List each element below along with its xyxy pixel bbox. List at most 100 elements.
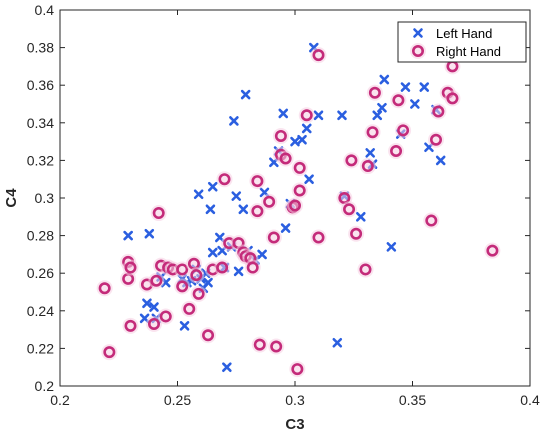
data-point-left-hand: [179, 321, 190, 331]
data-point-right-hand: [190, 285, 207, 302]
legend-label: Left Hand: [436, 26, 492, 41]
circle-marker-ring: [279, 152, 292, 165]
circle-marker-ring: [368, 86, 381, 99]
data-point-left-hand: [149, 302, 159, 312]
data-point-left-hand: [231, 191, 242, 201]
data-point-right-hand: [272, 127, 289, 144]
circle-marker-ring: [291, 363, 304, 376]
x-tick-label: 0.25: [164, 392, 191, 408]
data-point-right-hand: [423, 212, 440, 229]
data-point-left-hand: [301, 123, 312, 134]
y-tick-label: 0.4: [35, 2, 55, 18]
x-marker-stroke: [160, 277, 171, 288]
x-tick-label: 0.35: [399, 392, 426, 408]
circle-marker-ring: [361, 160, 374, 173]
x-marker-stroke: [222, 362, 232, 373]
x-marker-stroke: [377, 102, 387, 113]
x-marker-stroke: [355, 212, 366, 222]
data-point-left-hand: [238, 204, 249, 215]
x-marker-stroke: [229, 116, 239, 126]
data-point-right-hand: [251, 336, 268, 353]
data-point-right-hand: [343, 152, 360, 169]
data-point-right-hand: [146, 315, 162, 332]
circle-marker-ring: [124, 261, 137, 274]
data-point-right-hand: [122, 317, 139, 334]
x-marker-stroke: [240, 89, 251, 100]
x-marker-stroke: [142, 298, 152, 309]
circle-marker-ring: [397, 124, 410, 137]
x-marker-stroke: [308, 42, 319, 53]
circle-marker-ring: [152, 207, 165, 220]
x-marker-stroke: [215, 232, 225, 243]
y-tick-label: 0.24: [27, 303, 54, 319]
data-point-right-hand: [444, 90, 461, 107]
data-point-right-hand: [310, 229, 327, 246]
data-point-left-hand: [372, 110, 383, 121]
data-point-right-hand: [484, 242, 501, 259]
circle-marker-ring: [253, 338, 266, 351]
y-tick-label: 0.34: [27, 115, 54, 131]
data-point-right-hand: [200, 327, 217, 344]
data-point-right-hand: [430, 103, 447, 120]
circle-marker-ring: [124, 319, 137, 332]
data-point-left-hand: [229, 116, 239, 126]
x-marker-stroke: [193, 189, 204, 200]
data-point-right-hand: [249, 173, 266, 190]
y-tick-label: 0.38: [27, 40, 54, 56]
x-marker-stroke: [413, 28, 423, 38]
data-point-left-hand: [297, 134, 307, 145]
x-tick-label: 0.4: [520, 392, 540, 408]
data-point-left-hand: [205, 204, 216, 215]
x-marker-stroke: [297, 134, 307, 145]
x-marker-stroke: [203, 277, 213, 288]
circle-marker-ring: [98, 282, 111, 295]
data-point-right-hand: [390, 92, 407, 109]
circle-marker-ring: [251, 175, 264, 188]
circle-marker-ring: [350, 227, 363, 240]
data-point-left-hand: [278, 108, 289, 119]
circle-marker-ring: [103, 346, 116, 359]
data-point-left-hand: [377, 102, 387, 113]
circle-marker-ring: [288, 199, 301, 212]
x-tick-label: 0.3: [285, 392, 305, 408]
circle-marker-ring: [176, 263, 189, 276]
circle-marker-ring: [359, 263, 372, 276]
x-marker-stroke: [149, 302, 159, 312]
y-axis-label: C4: [3, 188, 20, 208]
x-marker-stroke: [139, 313, 150, 324]
data-point-left-hand: [290, 136, 300, 147]
x-marker-stroke: [278, 108, 289, 119]
data-point-right-hand: [265, 229, 282, 246]
circle-marker-ring: [251, 205, 264, 218]
circle-marker-ring: [392, 94, 405, 107]
data-point-right-hand: [366, 84, 383, 101]
data-point-right-hand: [357, 261, 374, 278]
circle-marker-ring: [183, 302, 196, 315]
x-marker-stroke: [123, 230, 133, 241]
circle-marker-ring: [293, 184, 306, 197]
data-point-right-hand: [148, 272, 165, 289]
data-point-left-hand: [257, 249, 267, 260]
data-point-left-hand: [207, 247, 218, 258]
x-marker-stroke: [238, 204, 249, 215]
x-marker-stroke: [410, 99, 420, 109]
circle-marker-ring: [202, 329, 215, 342]
circle-marker-ring: [366, 126, 379, 139]
circle-marker-ring: [486, 244, 499, 257]
data-point-right-hand: [388, 143, 405, 159]
data-point-right-hand: [214, 259, 231, 276]
x-tick-label: 0.2: [50, 392, 70, 408]
data-point-right-hand: [291, 182, 308, 199]
data-point-left-hand: [386, 242, 397, 252]
x-marker-stroke: [259, 187, 270, 198]
data-marks: [96, 42, 501, 378]
data-point-left-hand: [207, 181, 218, 192]
x-marker-stroke: [400, 82, 411, 92]
data-point-right-hand: [341, 201, 358, 218]
data-point-right-hand: [216, 171, 233, 188]
data-point-left-hand: [240, 89, 251, 100]
x-marker-stroke: [144, 228, 155, 239]
circle-marker-ring: [411, 44, 424, 57]
circle-marker-ring: [148, 317, 161, 330]
